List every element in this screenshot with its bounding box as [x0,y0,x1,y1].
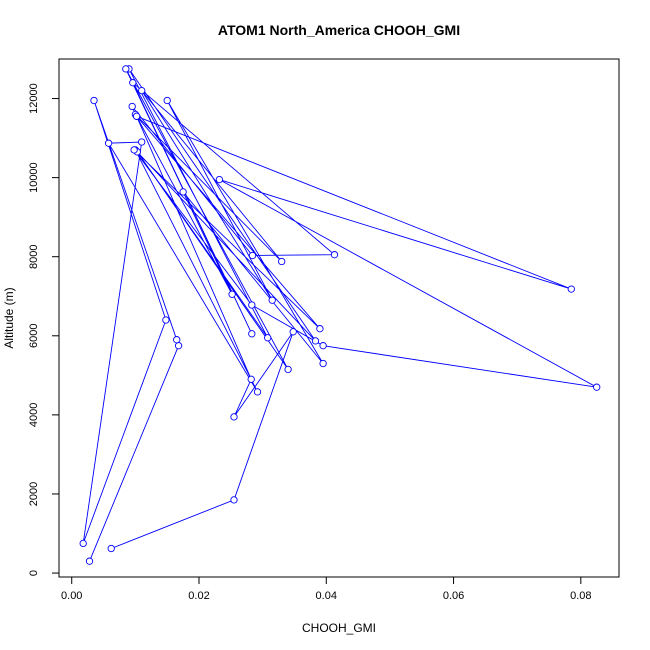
data-point [174,342,183,350]
data-point [264,334,272,342]
y-tick-label: 0 [28,570,40,576]
x-tick-label: 0.02 [188,590,209,602]
data-point [268,296,276,304]
data-point [253,388,262,396]
data-point [79,539,87,548]
data-point [85,557,94,565]
data-point [128,102,136,111]
data-point [289,328,297,336]
x-tick-label: 0.00 [61,590,82,602]
data-point [248,301,256,309]
data-point [330,251,339,259]
data-point [316,325,324,333]
x-tick-label: 0.04 [316,590,337,602]
y-tick-label: 4000 [28,403,40,427]
x-tick-label: 0.08 [570,590,591,602]
data-point [130,146,138,154]
data-point [228,290,236,298]
data-point [173,336,181,344]
y-axis-label: Altitude (m) [2,287,16,348]
x-tick-label: 0.06 [443,590,464,602]
plot-frame [58,58,620,578]
x-axis: 0.00 0.02 0.04 0.06 0.08 [61,576,592,602]
data-point [215,175,224,184]
data-point [230,413,238,421]
y-tick-label: 8000 [28,244,40,268]
x-axis-label: CHOOH_GMI [302,621,376,635]
data-point [162,316,170,324]
data-point [90,96,98,105]
data-point [248,330,256,338]
data-point [593,383,601,391]
data-point [104,139,113,147]
y-tick-label: 2000 [28,482,40,506]
y-tick-label: 12000 [28,83,40,114]
data-point [248,251,257,260]
y-axis: 0 2000 4000 6000 8000 10000 12000 [28,83,60,576]
y-tick-label: 10000 [28,162,40,193]
chart-title: ATOM1 North_America CHOOH_GMI [218,22,460,38]
data-point [311,337,320,345]
data-point [230,496,238,504]
data-point [179,188,187,196]
data-point [319,359,327,368]
data-point [138,138,146,146]
data-point [284,365,292,374]
y-tick-label: 6000 [28,324,40,348]
series-layer [79,65,601,565]
data-point [132,112,141,120]
data-point [247,375,255,383]
data-point [107,544,115,553]
series-line [82,68,597,562]
data-point [319,342,327,350]
data-point [567,285,575,293]
data-point [129,79,137,87]
data-point [138,86,146,95]
data-point [278,257,286,266]
data-point [163,96,171,105]
data-point [122,65,130,73]
